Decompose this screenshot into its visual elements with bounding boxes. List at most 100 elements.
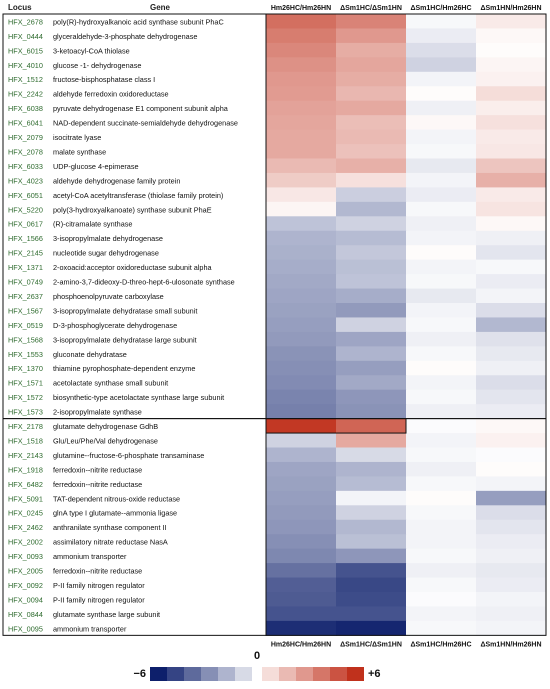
row-locus: HFX_1573 (8, 408, 43, 417)
heatmap-cell (476, 28, 547, 44)
heatmap-cell (266, 115, 337, 131)
row-gene: NAD-dependent succinate-semialdehyde deh… (53, 119, 238, 128)
heatmap-cell (266, 172, 337, 188)
heatmap-cell (336, 592, 407, 607)
heatmap-cell (406, 360, 477, 376)
heatmap-cell (336, 331, 407, 347)
heatmap-cell (336, 100, 407, 116)
row-gene: glnA type I glutamate--ammonia ligase (53, 509, 177, 518)
heatmap-cell (406, 418, 477, 434)
heatmap-cell (406, 303, 477, 318)
heatmap-cell (476, 274, 547, 290)
scale-swatch-positive (330, 667, 347, 681)
row-locus: HFX_2678 (8, 17, 43, 26)
heatmap-cell (406, 14, 477, 29)
row-locus: HFX_2637 (8, 292, 43, 301)
row-locus: HFX_2005 (8, 567, 43, 576)
heatmap-cell (406, 71, 477, 87)
heatmap-cell (336, 563, 407, 579)
heatmap-cell (476, 490, 547, 506)
heatmap-cell (406, 447, 477, 463)
row-gene: 3-ketoacyl-CoA thiolase (53, 46, 130, 55)
scale-min-label: −6 (133, 668, 146, 680)
heatmap-cell (336, 187, 407, 203)
heatmap-cell (476, 461, 547, 477)
heatmap-cell (266, 418, 337, 434)
row-gene: P-II family nitrogen regulator (53, 595, 145, 604)
heatmap-cell (266, 144, 337, 159)
heatmap-cell (476, 505, 547, 521)
row-locus: HFX_4010 (8, 61, 43, 70)
heatmap-cell (406, 331, 477, 347)
heatmap-cell (476, 606, 547, 622)
row-locus: HFX_0092 (8, 581, 43, 590)
row-gene: aldehyde dehydrogenase family protein (53, 176, 180, 185)
row-locus: HFX_2462 (8, 523, 43, 532)
row-locus: HFX_2178 (8, 422, 43, 431)
row-gene: 3-isopropylmalate dehydratase large subu… (53, 335, 197, 344)
row-gene: D-3-phosphoglycerate dehydrogenase (53, 321, 177, 330)
heatmap-cell (266, 548, 337, 564)
row-locus: HFX_1568 (8, 335, 43, 344)
row-locus: HFX_2002 (8, 538, 43, 547)
heatmap-cell (406, 230, 477, 246)
heatmap-cell (336, 71, 407, 87)
row-locus: HFX_1518 (8, 436, 43, 445)
heatmap-cell (406, 201, 477, 217)
heatmap-cell (476, 447, 547, 463)
column-header: Hm26HC/Hm26HN (271, 5, 331, 12)
scale-swatch-positive (279, 667, 296, 681)
heatmap-cell (406, 548, 477, 564)
heatmap-cell (406, 505, 477, 521)
scale-mid-label: 0 (254, 650, 260, 662)
heatmap-cell (336, 620, 407, 636)
heatmap-cell (406, 606, 477, 622)
row-gene: assimilatory nitrate reductase NasA (53, 538, 168, 547)
footer-column-label: ΔSm1HC/ΔSm1HN (340, 641, 402, 648)
heatmap-cell (406, 42, 477, 58)
heatmap-cell (476, 259, 547, 275)
row-gene: glutamate synthase large subunit (53, 610, 160, 619)
heatmap-cell (476, 563, 547, 579)
heatmap-cell (406, 259, 477, 275)
group-frames (2, 13, 547, 636)
heatmap-cell (336, 274, 407, 290)
heatmap-cell (266, 447, 337, 463)
heatmap-cell (406, 577, 477, 593)
gene-header: Gene (150, 3, 171, 12)
column-header: ΔSm1HC/Hm26HC (410, 5, 471, 12)
row-gene: UDP-glucose 4-epimerase (53, 162, 139, 171)
row-gene: glutamate dehydrogenase GdhB (53, 422, 158, 431)
row-gene: TAT-dependent nitrous-oxide reductase (53, 494, 180, 503)
heatmap-cell (406, 317, 477, 333)
footer-column-label: ΔSm1HC/Hm26HC (410, 641, 471, 648)
heatmap-cell (476, 389, 547, 405)
color-scale-legend: 0 −6 +6 (133, 650, 381, 681)
heatmap-cell (336, 303, 407, 318)
row-locus: HFX_5091 (8, 494, 43, 503)
row-gene: pyruvate dehydrogenase E1 component subu… (53, 104, 229, 113)
row-locus: HFX_2242 (8, 90, 43, 99)
heatmap-cell (406, 86, 477, 102)
heatmap-cell (336, 505, 407, 521)
heatmap-cell (406, 100, 477, 116)
row-locus: HFX_0444 (8, 32, 43, 41)
heatmap-cell (476, 216, 547, 232)
scale-swatch-negative (150, 667, 167, 681)
heatmap-cell (336, 461, 407, 477)
heatmap-cell (336, 129, 407, 145)
row-locus: HFX_1370 (8, 364, 43, 373)
heatmap-cell (336, 42, 407, 58)
row-gene: fructose-bisphosphatase class I (53, 75, 155, 84)
row-locus: HFX_0094 (8, 595, 43, 604)
row-gene: thiamine pyrophosphate-dependent enzyme (53, 364, 195, 373)
locus-header: Locus (8, 3, 32, 12)
heatmap-cell (266, 201, 337, 217)
row-locus: HFX_0093 (8, 552, 43, 561)
heatmap-cells (266, 14, 547, 636)
heatmap-cell (266, 606, 337, 622)
heatmap-cell (336, 433, 407, 448)
scale-swatch-negative (218, 667, 235, 681)
heatmap-cell (336, 606, 407, 622)
heatmap-cell (406, 115, 477, 131)
